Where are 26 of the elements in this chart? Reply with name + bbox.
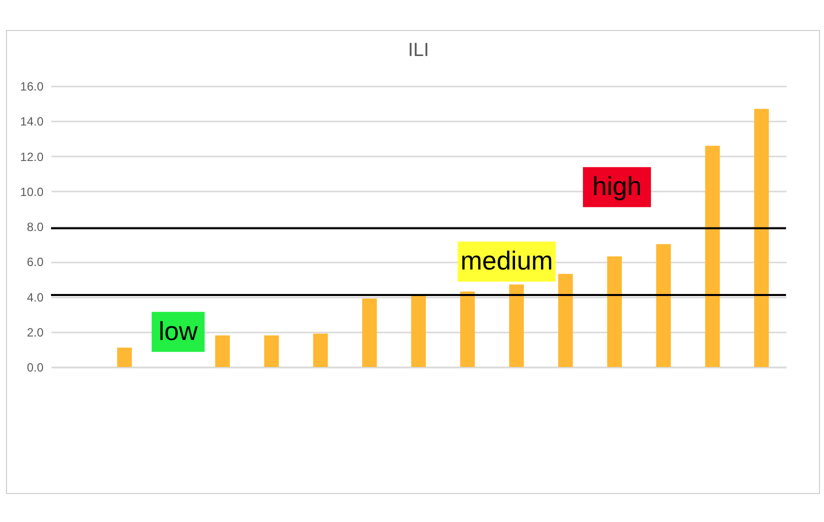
bar [656,244,671,367]
y-tick-label: 8.0 [26,220,44,234]
bar [460,291,475,367]
bar [558,274,573,367]
y-tick-label: 0.0 [26,360,44,374]
y-tick-label: 12.0 [20,150,44,164]
bar [117,348,132,367]
bar [215,335,230,367]
y-tick-label: 16.0 [20,80,44,94]
annotation: medium [460,246,553,276]
bar [362,298,377,367]
bar [313,334,328,367]
y-tick-label: 2.0 [26,325,44,340]
y-tick-label: 14.0 [20,114,44,129]
bar [509,284,524,367]
bar [607,256,622,367]
bar [264,335,279,367]
annotation: low [158,316,198,346]
bar [411,294,426,367]
y-tick-label: 10.0 [20,184,44,199]
annotation: high [592,171,642,202]
y-tick-label: 6.0 [26,255,44,270]
y-tick-label: 4.0 [26,290,44,304]
bar [754,108,769,367]
bar [705,146,720,367]
chart-title: ILI [408,40,430,61]
